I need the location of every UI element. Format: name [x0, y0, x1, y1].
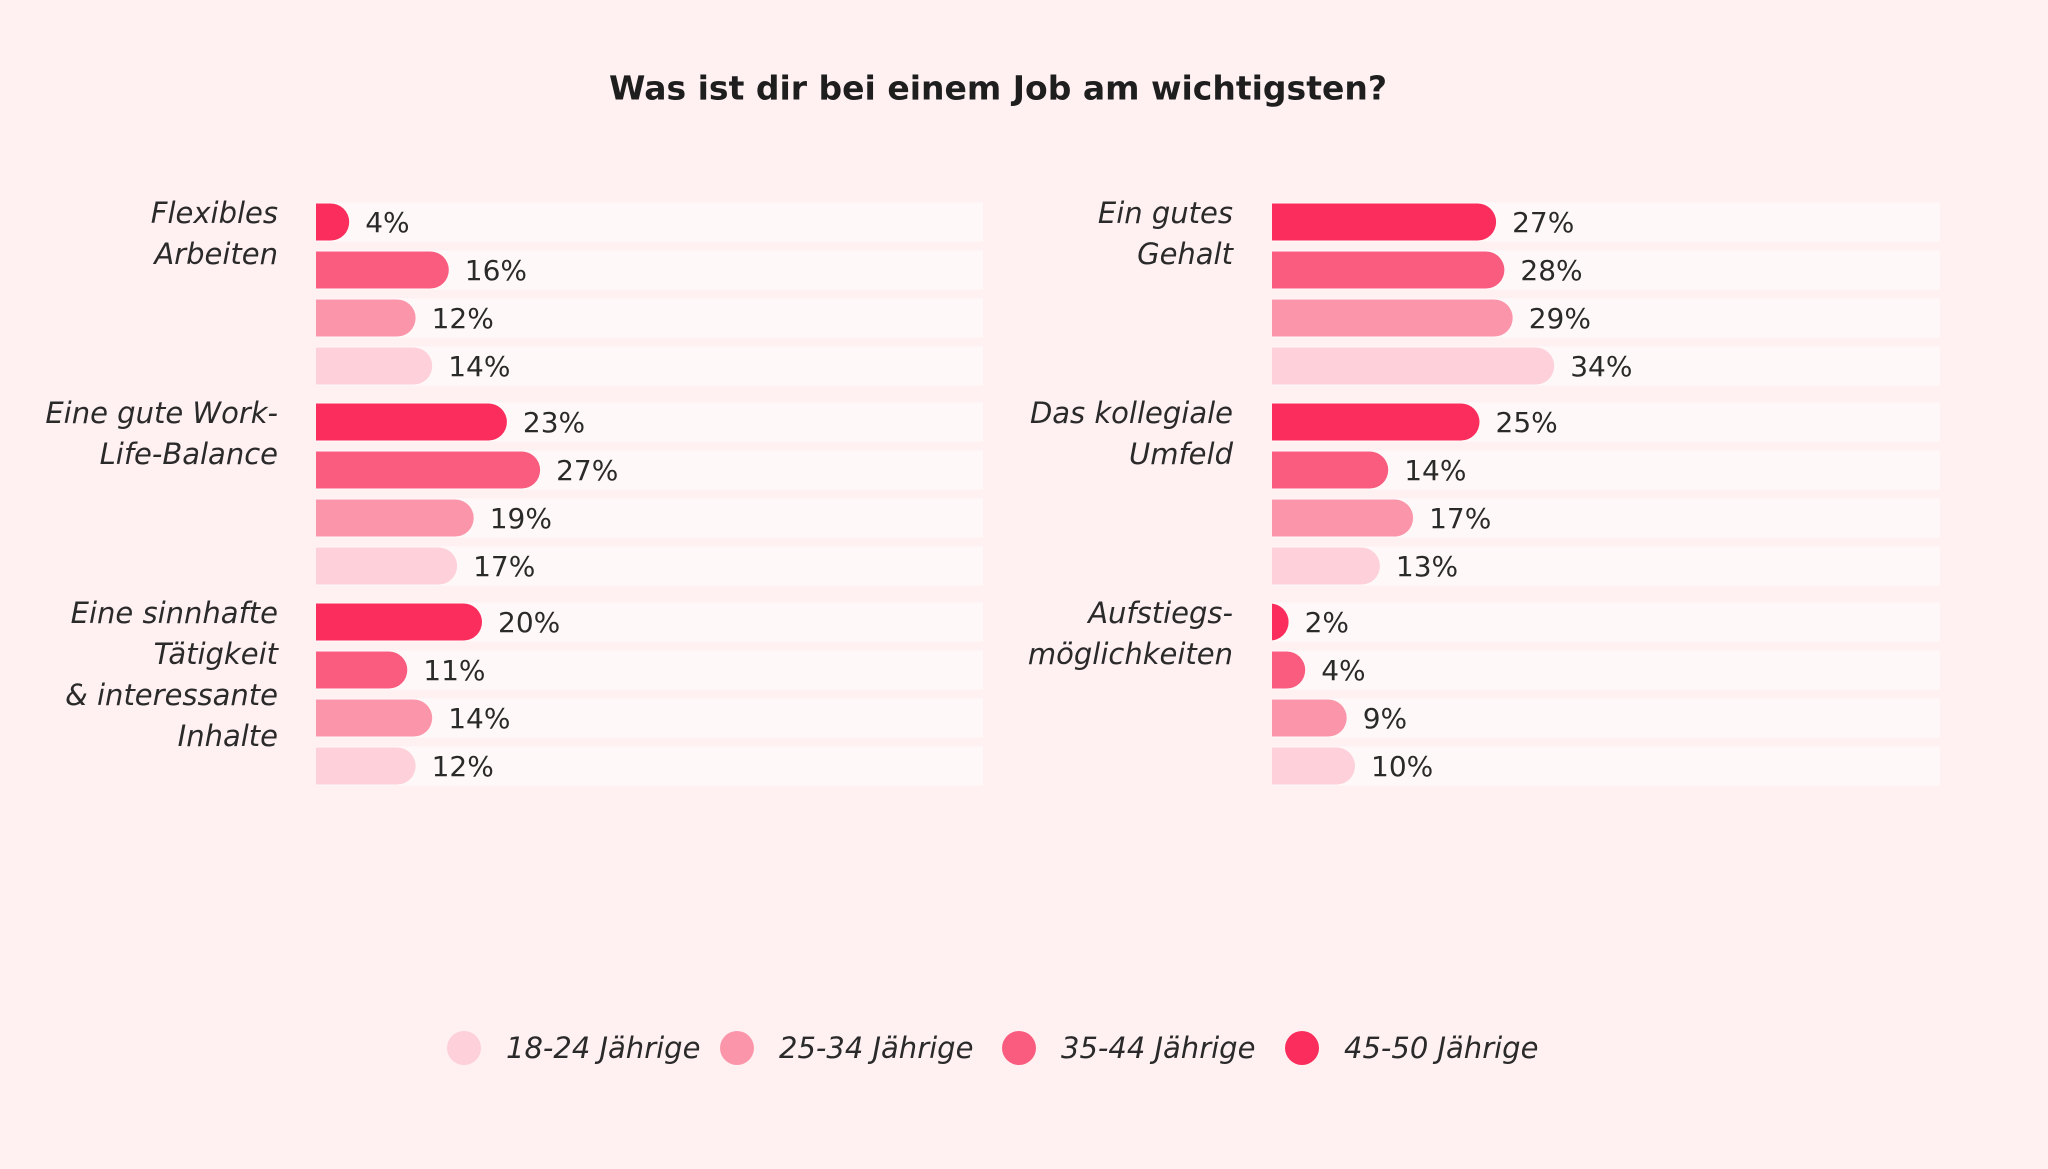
legend-label: 35-44 Jährige — [1061, 1031, 1255, 1065]
bar — [1272, 251, 1505, 289]
bar — [316, 299, 416, 337]
bar — [1272, 203, 1497, 241]
category-label: Aufstiegs- möglichkeiten — [1027, 596, 1233, 671]
bar-track — [316, 298, 983, 338]
bar — [316, 651, 408, 689]
legend-marker — [447, 1031, 481, 1065]
value-label: 2% — [1305, 606, 1349, 639]
bar — [1272, 451, 1389, 489]
category-label: Eine gute Work- Life-Balance — [45, 396, 278, 471]
legend-marker — [1285, 1031, 1319, 1065]
bar-track — [1272, 650, 1940, 690]
value-label: 16% — [465, 254, 527, 287]
legend-marker — [720, 1031, 754, 1065]
bar-track — [1272, 546, 1940, 586]
value-label: 11% — [423, 654, 485, 687]
value-label: 23% — [523, 406, 585, 439]
chart-title: Was ist dir bei einem Job am wichtigsten… — [609, 69, 1387, 108]
value-label: 13% — [1396, 550, 1458, 583]
value-label: 14% — [448, 702, 510, 735]
bar — [316, 403, 507, 441]
value-label: 4% — [365, 206, 409, 239]
bar — [316, 347, 433, 385]
value-label: 27% — [556, 454, 618, 487]
bar-track — [1272, 698, 1940, 738]
bar — [316, 451, 541, 489]
value-label: 25% — [1496, 406, 1558, 439]
bar — [1272, 547, 1380, 585]
bar — [316, 699, 433, 737]
value-label: 14% — [1404, 454, 1466, 487]
legend-marker — [1002, 1031, 1036, 1065]
bar — [316, 203, 350, 241]
category-label: Ein gutes Gehalt — [1097, 196, 1233, 271]
value-label: 12% — [432, 302, 494, 335]
bar — [1272, 299, 1513, 337]
value-label: 20% — [498, 606, 560, 639]
value-label: 17% — [473, 550, 535, 583]
value-label: 28% — [1520, 254, 1582, 287]
bar-track — [316, 746, 983, 786]
value-label: 29% — [1529, 302, 1591, 335]
value-label: 4% — [1321, 654, 1365, 687]
value-label: 34% — [1570, 350, 1632, 383]
category-label: Flexibles Arbeiten — [150, 196, 278, 271]
bar-track — [1272, 746, 1940, 786]
value-label: 12% — [432, 750, 494, 783]
legend-label: 45-50 Jährige — [1344, 1031, 1538, 1065]
bar — [1272, 347, 1555, 385]
value-label: 27% — [1512, 206, 1574, 239]
bar — [1272, 747, 1355, 785]
bar-track — [316, 202, 983, 242]
bar — [1272, 651, 1306, 689]
bar — [316, 251, 449, 289]
bar — [1272, 499, 1414, 537]
value-label: 19% — [490, 502, 552, 535]
value-label: 10% — [1371, 750, 1433, 783]
category-label: Das kollegiale Umfeld — [1029, 396, 1233, 471]
bar — [316, 547, 458, 585]
bar-track — [316, 650, 983, 690]
category-label: Eine sinnhafte Tätigkeit & interessante … — [65, 596, 278, 753]
bar — [1272, 699, 1347, 737]
bar — [1272, 603, 1289, 641]
legend-label: 25-34 Jährige — [779, 1031, 973, 1065]
value-label: 14% — [448, 350, 510, 383]
bar — [316, 603, 482, 641]
value-label: 9% — [1363, 702, 1407, 735]
bar — [316, 747, 416, 785]
bar — [1272, 403, 1480, 441]
value-label: 17% — [1429, 502, 1491, 535]
bar — [316, 499, 474, 537]
bar-track — [1272, 602, 1940, 642]
legend-label: 18-24 Jährige — [506, 1031, 700, 1065]
